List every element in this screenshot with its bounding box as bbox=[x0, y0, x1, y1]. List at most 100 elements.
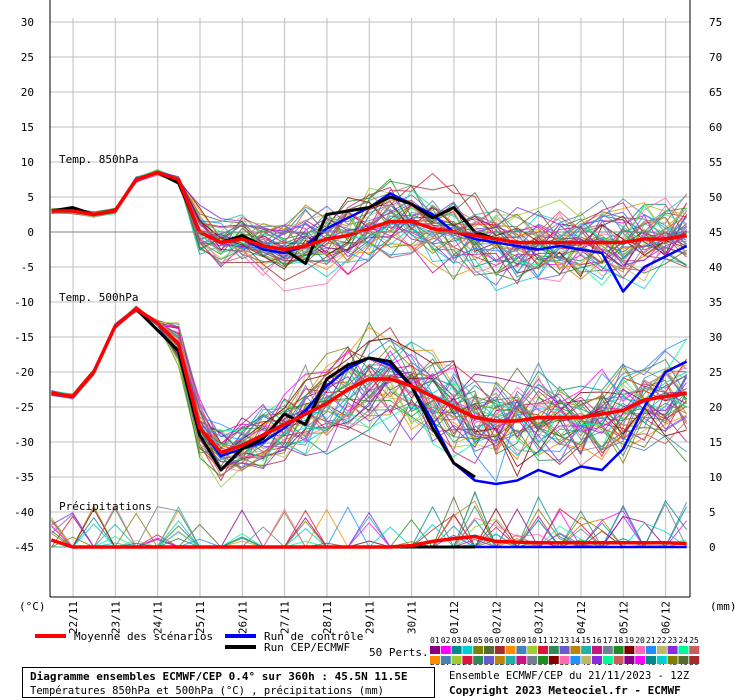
legend-perts-label: 50 Perts. bbox=[369, 646, 429, 659]
date-tick-label: 28/11 bbox=[321, 601, 334, 634]
right-tick-label: 40 bbox=[709, 261, 722, 274]
pert-swatch bbox=[548, 656, 559, 664]
right-axis-unit: (mm) bbox=[710, 600, 737, 613]
pert-swatch bbox=[592, 656, 602, 664]
pert-number: 16 bbox=[592, 636, 602, 645]
footer-subtitle: Températures 850hPa et 500hPa (°C) , pré… bbox=[30, 685, 385, 697]
pert-number: 17 bbox=[603, 636, 613, 645]
pert-swatch bbox=[440, 646, 451, 654]
pert-swatch bbox=[646, 646, 656, 654]
pert-number: 14 bbox=[570, 636, 580, 645]
pert-number: 22 bbox=[657, 636, 667, 645]
pert-swatch bbox=[581, 656, 592, 664]
right-tick-label: 0 bbox=[709, 541, 716, 554]
pert-swatch bbox=[667, 656, 678, 664]
legend: Moyenne des scénarios Run de contrôle Ru… bbox=[35, 630, 700, 667]
pert-swatch bbox=[602, 656, 613, 664]
pert-number: 11 bbox=[538, 636, 548, 645]
pert-swatch bbox=[602, 646, 613, 654]
label-t850: Temp. 850hPa bbox=[59, 153, 138, 166]
pert-swatch bbox=[635, 646, 646, 654]
pert-swatch bbox=[613, 656, 624, 664]
pert-swatch bbox=[538, 646, 548, 654]
date-tick-label: 25/11 bbox=[194, 601, 207, 634]
date-tick-label: 29/11 bbox=[363, 601, 376, 634]
axes: 302520151050-5-10-15-20-25-30-35-40-4575… bbox=[14, 0, 722, 634]
footer-info-box: Diagramme ensembles ECMWF/CEP 0.4° sur 3… bbox=[22, 667, 435, 698]
right-tick-label: 50 bbox=[709, 191, 722, 204]
left-tick-label: 10 bbox=[21, 156, 34, 169]
run-info: Ensemble ECMWF/CEP du 21/11/2023 - 12Z bbox=[449, 670, 690, 682]
pert-swatch bbox=[484, 646, 494, 654]
right-tick-label: 15 bbox=[709, 436, 722, 449]
pert-swatch bbox=[527, 656, 538, 664]
legend-oper-label: Run CEP/ECMWF bbox=[264, 641, 350, 654]
pert-swatch bbox=[635, 656, 646, 664]
date-tick-label: 02/12 bbox=[490, 601, 503, 634]
pert-swatch bbox=[689, 646, 700, 654]
pert-number: 03 bbox=[452, 636, 462, 645]
legend-control-label: Run de contrôle bbox=[264, 630, 363, 643]
pert-number: 01 bbox=[430, 636, 440, 645]
label-precip: Précipitations bbox=[59, 500, 152, 513]
date-tick-label: 26/11 bbox=[236, 601, 249, 634]
left-tick-label: -25 bbox=[14, 401, 34, 414]
mean-t850-line bbox=[51, 170, 687, 252]
left-tick-label: 20 bbox=[21, 86, 34, 99]
left-tick-label: -30 bbox=[14, 436, 34, 449]
member-t850 bbox=[51, 169, 687, 260]
date-tick-label: 04/12 bbox=[575, 601, 588, 634]
left-tick-label: 15 bbox=[21, 121, 34, 134]
member-t500 bbox=[51, 308, 687, 483]
pert-swatch bbox=[678, 656, 689, 664]
right-tick-label: 60 bbox=[709, 121, 722, 134]
pert-swatch bbox=[548, 646, 559, 654]
right-tick-label: 10 bbox=[709, 471, 722, 484]
left-tick-label: -15 bbox=[14, 331, 34, 344]
date-tick-label: 06/12 bbox=[660, 601, 673, 634]
pert-swatch bbox=[559, 656, 570, 664]
right-tick-label: 70 bbox=[709, 51, 722, 64]
pert-swatch bbox=[538, 656, 548, 664]
pert-swatch bbox=[462, 646, 473, 654]
pert-swatch bbox=[505, 646, 516, 654]
pert-number: 05 bbox=[473, 636, 483, 645]
pert-number: 21 bbox=[646, 636, 656, 645]
left-tick-label: 25 bbox=[21, 51, 34, 64]
right-tick-label: 45 bbox=[709, 226, 722, 239]
date-tick-label: 03/12 bbox=[533, 601, 546, 634]
pert-swatch bbox=[656, 656, 667, 664]
pert-swatch bbox=[484, 656, 494, 664]
pert-swatch bbox=[473, 656, 484, 664]
pert-swatch bbox=[656, 646, 667, 654]
left-tick-label: -10 bbox=[14, 296, 34, 309]
pert-swatch bbox=[516, 646, 527, 654]
right-tick-label: 25 bbox=[709, 366, 722, 379]
pert-swatch bbox=[624, 646, 635, 654]
pert-number: 02 bbox=[441, 636, 451, 645]
left-tick-label: 5 bbox=[27, 191, 34, 204]
date-tick-label: 01/12 bbox=[448, 601, 461, 634]
grid-layer bbox=[50, 18, 690, 597]
pert-number: 07 bbox=[495, 636, 505, 645]
main-series bbox=[50, 170, 688, 549]
right-tick-label: 30 bbox=[709, 331, 722, 344]
pert-swatch bbox=[667, 646, 678, 654]
left-tick-label: -35 bbox=[14, 471, 34, 484]
right-tick-label: 65 bbox=[709, 86, 722, 99]
pert-number: 20 bbox=[635, 636, 645, 645]
pert-swatch bbox=[430, 646, 440, 654]
left-tick-label: -40 bbox=[14, 506, 34, 519]
pert-number: 15 bbox=[581, 636, 591, 645]
right-tick-label: 20 bbox=[709, 401, 722, 414]
pert-swatch bbox=[494, 646, 505, 654]
pert-swatch bbox=[440, 656, 451, 664]
pert-swatch bbox=[462, 656, 473, 664]
date-tick-label: 30/11 bbox=[406, 601, 419, 634]
date-tick-label: 05/12 bbox=[617, 601, 630, 634]
left-tick-label: -20 bbox=[14, 366, 34, 379]
left-tick-label: -45 bbox=[14, 541, 34, 554]
left-axis-unit: (°C) bbox=[19, 600, 46, 613]
pert-swatch bbox=[624, 656, 635, 664]
